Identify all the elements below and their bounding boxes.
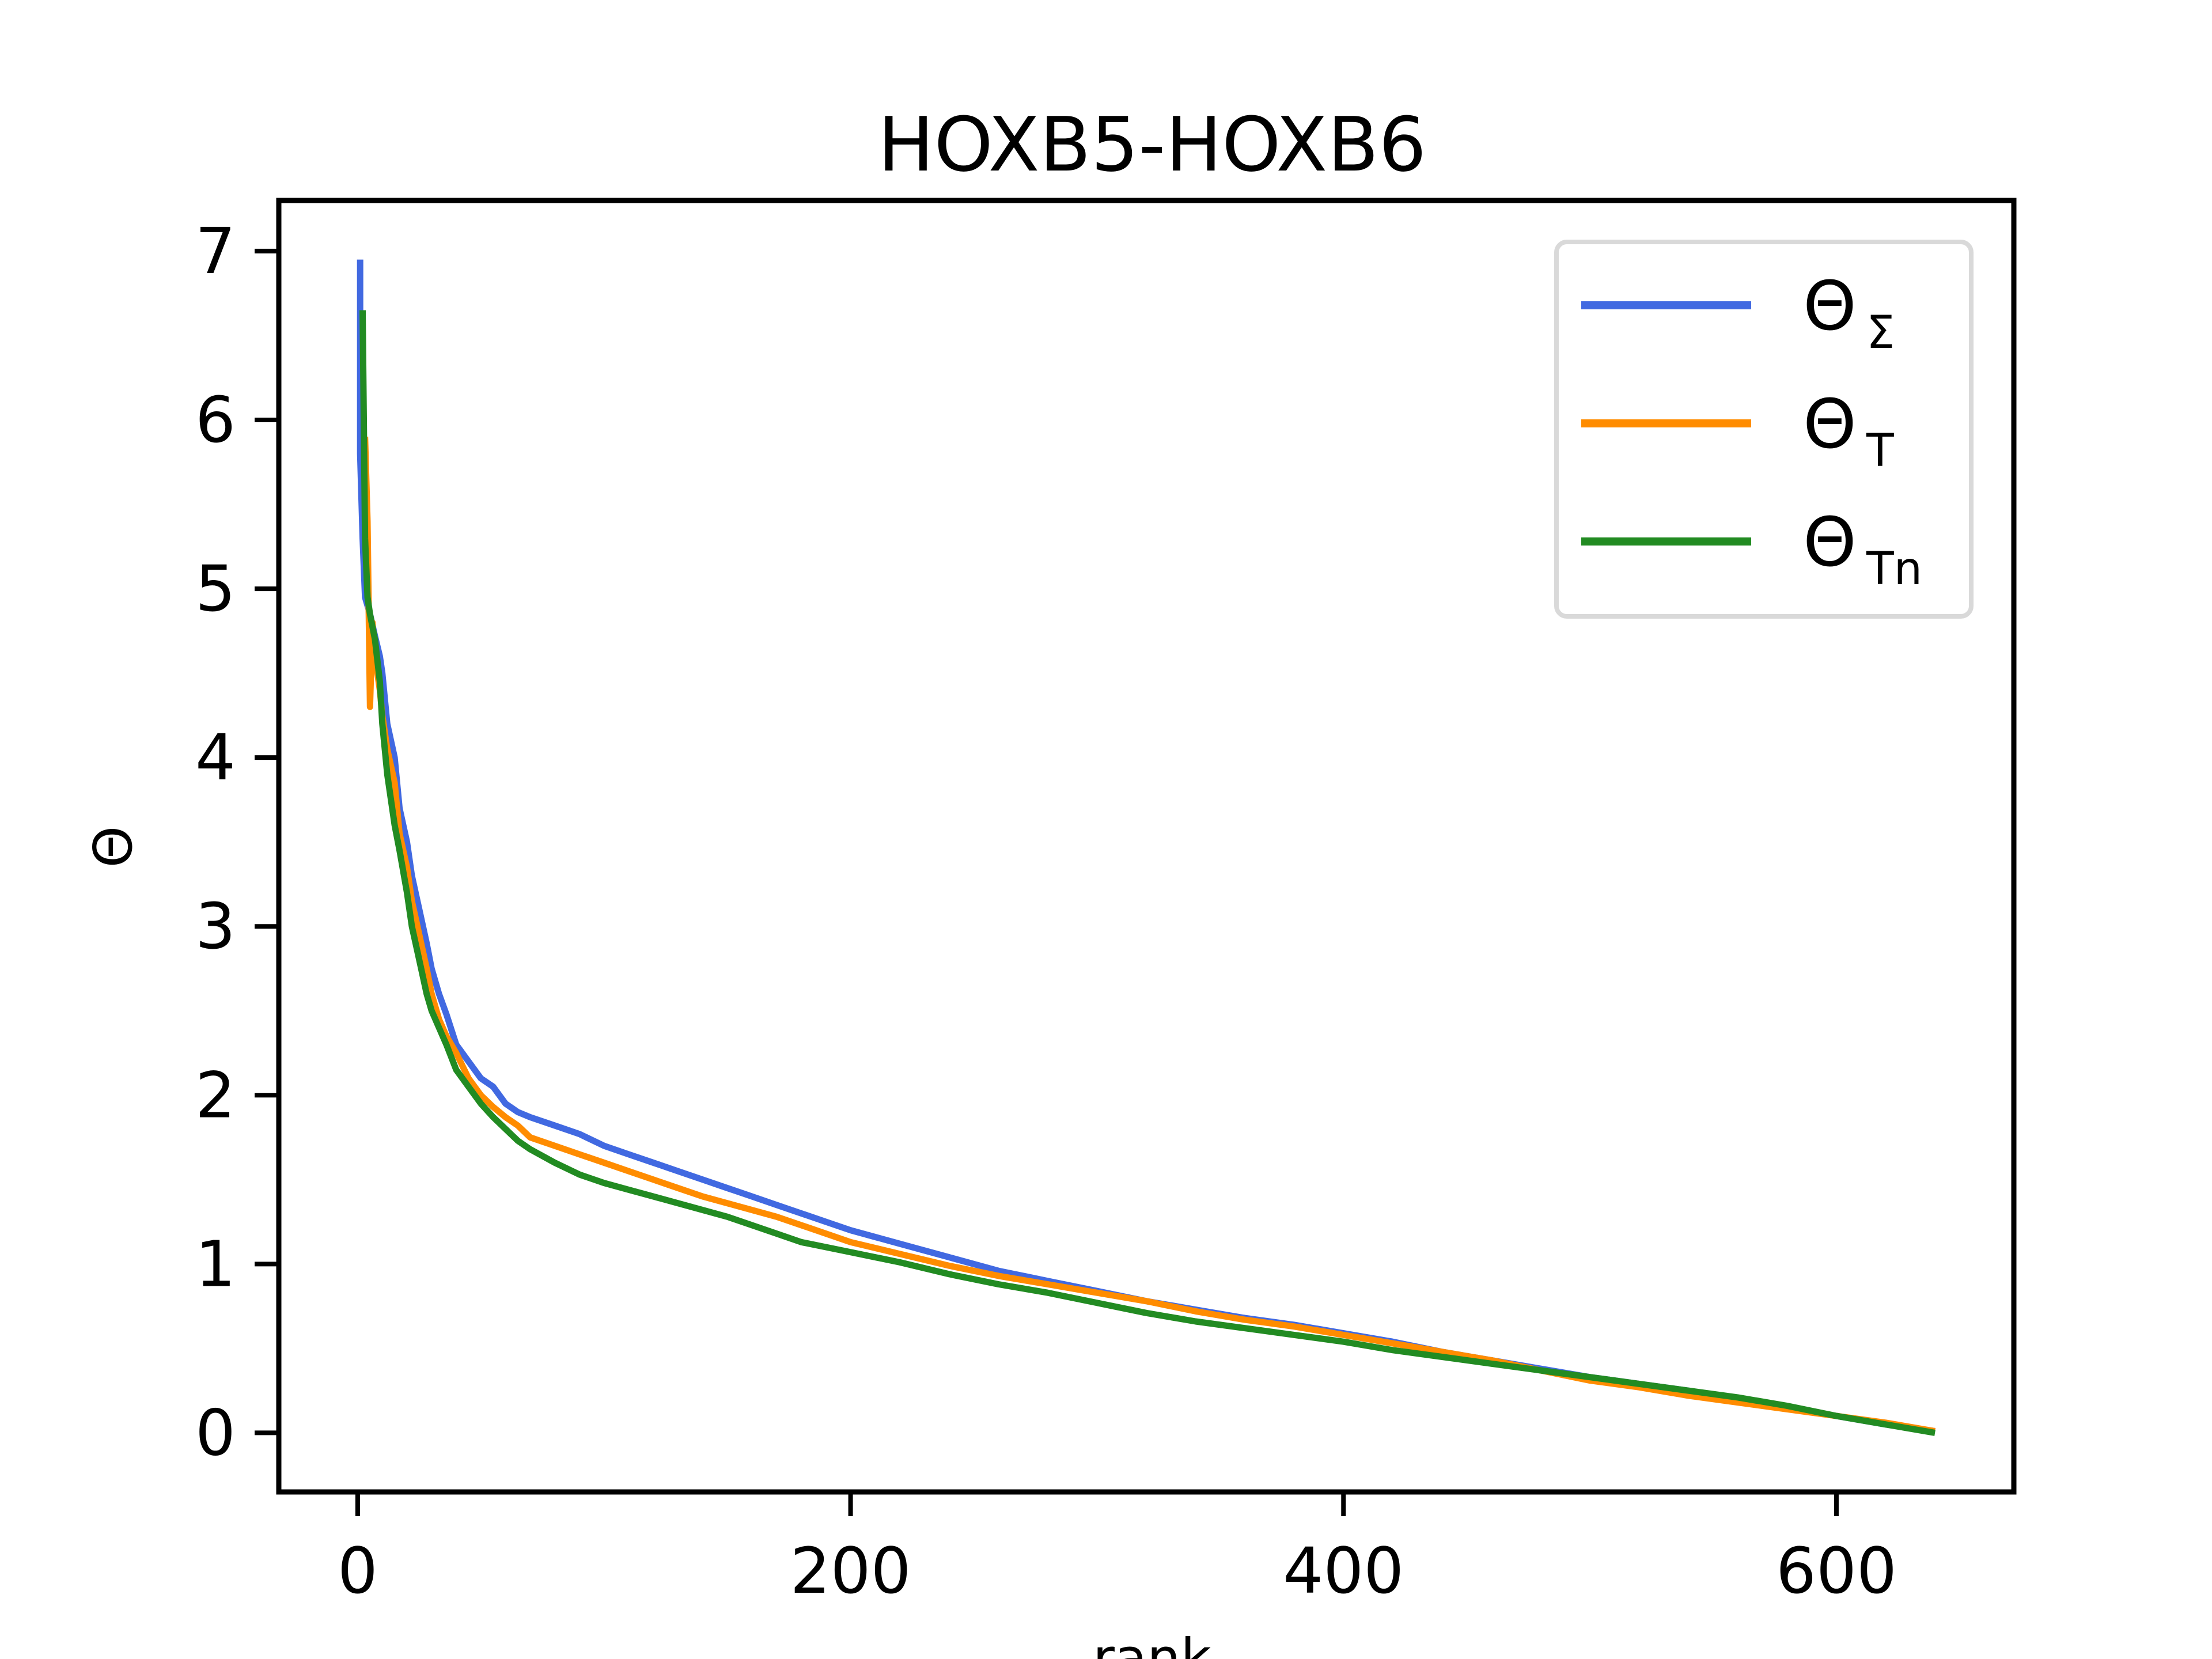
y-tick-label: 3 [195, 889, 236, 963]
y-tick-label: 4 [195, 721, 236, 794]
series-line-2 [359, 310, 1936, 1436]
legend: Θ ΣΘ TΘ Tn [1554, 240, 1974, 619]
chart-title: HOXB5-HOXB6 [878, 101, 1426, 188]
series-layer [357, 259, 1936, 1436]
legend-subscript: Σ [1866, 307, 1895, 359]
x-axis-ticks: 0 200 400 600 [338, 1492, 1897, 1608]
x-tick-label: 600 [1776, 1534, 1897, 1608]
y-axis-ticks: 0 1 2 3 4 5 6 7 [195, 214, 279, 1469]
y-tick-label: 7 [195, 214, 236, 288]
series-line-1 [362, 437, 1936, 1434]
plot-frame [276, 198, 2017, 1495]
legend-label: Θ [1803, 384, 1857, 464]
legend-box [1554, 240, 1974, 619]
x-tick-label: 400 [1283, 1534, 1404, 1608]
y-tick-label: 5 [195, 552, 236, 626]
y-axis-label: Θ [82, 826, 144, 868]
y-tick-label: 2 [195, 1058, 236, 1132]
y-tick-label: 0 [195, 1396, 236, 1469]
y-tick-label: 6 [195, 383, 236, 457]
y-tick-label: 1 [195, 1227, 236, 1301]
legend-label: Θ [1803, 502, 1857, 582]
legend-label: Θ [1803, 266, 1857, 346]
legend-subscript: Tn [1866, 543, 1922, 595]
legend-entries: Θ ΣΘ TΘ Tn [1581, 266, 1922, 595]
legend-subscript: T [1866, 425, 1894, 477]
x-axis-label: rank [1093, 1627, 1212, 1659]
x-tick-label: 200 [790, 1534, 911, 1608]
x-tick-label: 0 [338, 1534, 378, 1608]
